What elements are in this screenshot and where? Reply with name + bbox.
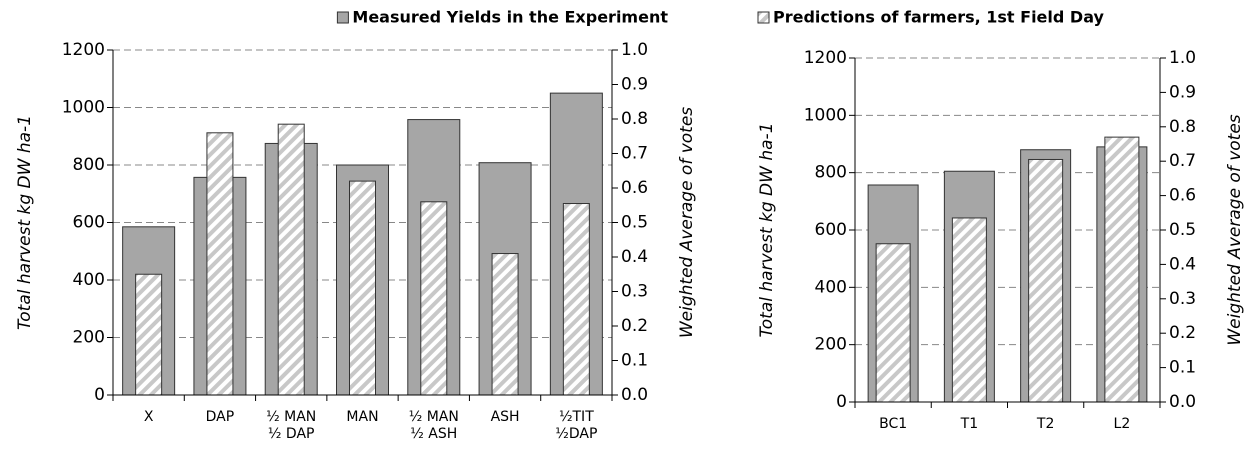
y-axis-label: Total harvest kg DW ha-1 — [15, 115, 35, 330]
y2-tick-label: 0.7 — [621, 144, 648, 164]
y2-tick-label: 0.5 — [621, 213, 648, 233]
y-tick-label: 1000 — [62, 98, 105, 118]
y2-tick-label: 0.4 — [621, 247, 648, 267]
y2-tick-label: 0.8 — [621, 109, 648, 129]
y-tick-label: 800 — [73, 155, 105, 175]
x-tick-label: L2 — [1113, 416, 1131, 432]
legend-swatch — [757, 11, 770, 24]
y-tick-label: 1200 — [62, 40, 105, 60]
y2-tick-label: 1.0 — [621, 40, 648, 60]
x-tick-label: ASH — [490, 409, 520, 425]
y2-axis-label: Weighted Average of votes — [677, 107, 697, 338]
y2-tick-label: 0.0 — [621, 385, 648, 405]
y2-tick-label: 0.7 — [1169, 151, 1196, 171]
y2-tick-label: 0.0 — [1169, 392, 1196, 412]
y2-tick-label: 0.8 — [1169, 117, 1196, 137]
y-tick-label: 1200 — [804, 48, 847, 68]
y2-tick-label: 0.4 — [1169, 254, 1196, 274]
x-tick-label: ½ MAN ½ DAP — [266, 409, 317, 442]
y2-tick-label: 0.1 — [621, 351, 648, 371]
vote-bar — [206, 132, 234, 396]
y2-tick-label: 0.2 — [1169, 323, 1196, 343]
y-axis-label: Total harvest kg DW ha-1 — [757, 122, 777, 337]
y2-tick-label: 0.2 — [621, 316, 648, 336]
y-tick-label: 400 — [73, 270, 105, 290]
vote-bar — [135, 273, 163, 396]
x-tick-label: ½ MAN ½ ASH — [408, 409, 459, 442]
x-tick-label: MAN — [346, 409, 379, 425]
x-tick-label: T1 — [960, 416, 979, 432]
y-tick-label: 400 — [815, 277, 847, 297]
vote-bar — [951, 217, 987, 403]
x-tick-label: T2 — [1036, 416, 1055, 432]
y-tick-label: 200 — [815, 335, 847, 355]
vote-bar — [562, 203, 590, 396]
y-tick-label: 0 — [836, 392, 847, 412]
y2-tick-label: 0.5 — [1169, 220, 1196, 240]
y2-tick-label: 0.9 — [621, 75, 648, 95]
y2-tick-label: 0.9 — [1169, 82, 1196, 102]
y-tick-label: 1000 — [804, 105, 847, 125]
vote-bar — [1028, 158, 1064, 403]
y-tick-label: 200 — [73, 328, 105, 348]
legend-swatch — [336, 11, 349, 24]
y-tick-label: 600 — [815, 220, 847, 240]
x-tick-label: BC1 — [879, 416, 908, 432]
y2-tick-label: 0.3 — [621, 282, 648, 302]
y2-tick-label: 0.1 — [1169, 358, 1196, 378]
y2-tick-label: 0.6 — [1169, 186, 1196, 206]
y2-tick-label: 0.3 — [1169, 289, 1196, 309]
x-tick-label: ½TIT ½DAP — [555, 409, 598, 442]
vote-bar — [277, 123, 305, 396]
y2-tick-label: 1.0 — [1169, 48, 1196, 68]
vote-bar — [491, 253, 519, 396]
y-tick-label: 0 — [94, 385, 105, 405]
legend-label: Predictions of farmers, 1st Field Day — [773, 8, 1104, 27]
vote-bar — [1104, 136, 1140, 403]
vote-bar — [420, 201, 448, 396]
y-tick-label: 600 — [73, 213, 105, 233]
y2-axis-label: Weighted Average of votes — [1225, 114, 1245, 345]
y-tick-label: 800 — [815, 163, 847, 183]
x-tick-label: X — [143, 409, 154, 425]
vote-bar — [349, 180, 376, 396]
vote-bar — [875, 243, 911, 403]
y2-tick-label: 0.6 — [621, 178, 648, 198]
x-tick-label: DAP — [205, 409, 235, 425]
legend-label: Measured Yields in the Experiment — [352, 8, 668, 27]
